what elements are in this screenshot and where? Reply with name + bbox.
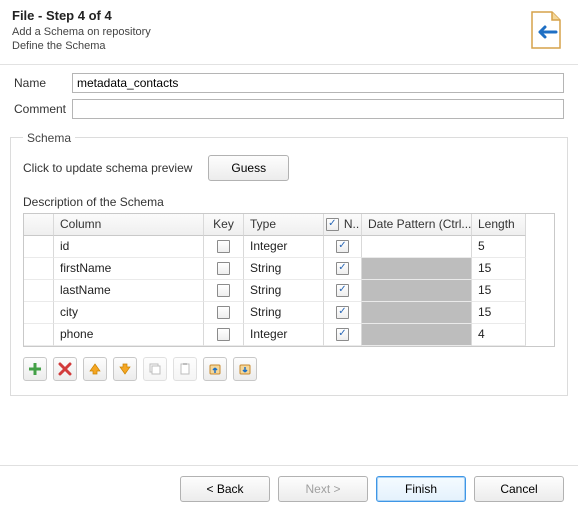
add-row-button[interactable] xyxy=(23,357,47,381)
table-cell[interactable] xyxy=(362,258,472,280)
finish-button[interactable]: Finish xyxy=(376,476,466,502)
table-cell[interactable]: String xyxy=(244,302,324,324)
table-cell[interactable]: lastName xyxy=(54,280,204,302)
cancel-button[interactable]: Cancel xyxy=(474,476,564,502)
comment-label: Comment xyxy=(14,102,72,116)
export-schema-button[interactable] xyxy=(233,357,257,381)
table-cell[interactable] xyxy=(204,302,244,324)
table-header[interactable]: Key xyxy=(204,214,244,236)
table-cell[interactable]: String xyxy=(244,258,324,280)
schema-legend: Schema xyxy=(23,131,75,145)
move-up-button[interactable] xyxy=(83,357,107,381)
paste-button[interactable] xyxy=(173,357,197,381)
table-cell[interactable]: String xyxy=(244,280,324,302)
back-button[interactable]: < Back xyxy=(180,476,270,502)
wizard-header: File - Step 4 of 4 Add a Schema on repos… xyxy=(0,0,578,64)
table-cell[interactable]: 5 xyxy=(472,236,526,258)
table-cell[interactable] xyxy=(204,258,244,280)
move-down-button[interactable] xyxy=(113,357,137,381)
table-cell[interactable] xyxy=(324,280,362,302)
table-cell[interactable] xyxy=(324,302,362,324)
table-cell[interactable]: Integer xyxy=(244,236,324,258)
schema-group: Schema Click to update schema preview Gu… xyxy=(10,131,568,396)
table-cell[interactable] xyxy=(362,236,472,258)
table-cell[interactable] xyxy=(324,258,362,280)
guess-button[interactable]: Guess xyxy=(208,155,289,181)
table-cell[interactable]: 15 xyxy=(472,258,526,280)
table-cell[interactable]: Integer xyxy=(244,324,324,346)
guess-row: Click to update schema preview Guess xyxy=(23,155,555,181)
comment-row: Comment xyxy=(14,99,564,119)
table-cell[interactable]: 15 xyxy=(472,280,526,302)
table-cell[interactable] xyxy=(362,302,472,324)
table-cell[interactable] xyxy=(24,280,54,302)
wizard-footer: < Back Next > Finish Cancel xyxy=(0,465,578,512)
guess-hint: Click to update schema preview xyxy=(23,161,192,175)
wizard-subtitle-1: Add a Schema on repository xyxy=(12,25,566,39)
table-header[interactable] xyxy=(24,214,54,236)
table-cell[interactable] xyxy=(362,280,472,302)
table-cell[interactable] xyxy=(362,324,472,346)
table-cell[interactable] xyxy=(324,324,362,346)
table-cell[interactable]: phone xyxy=(54,324,204,346)
table-cell[interactable] xyxy=(24,258,54,280)
comment-input[interactable] xyxy=(72,99,564,119)
table-cell[interactable]: city xyxy=(54,302,204,324)
wizard-window: File - Step 4 of 4 Add a Schema on repos… xyxy=(0,0,578,512)
table-cell[interactable] xyxy=(324,236,362,258)
import-schema-button[interactable] xyxy=(203,357,227,381)
name-input[interactable] xyxy=(72,73,564,93)
table-cell[interactable] xyxy=(24,324,54,346)
table-header[interactable]: Column xyxy=(54,214,204,236)
form-area: Name Comment xyxy=(0,65,578,129)
schema-table: ColumnKeyTypeN..Date Pattern (Ctrl...Len… xyxy=(23,213,555,347)
table-header[interactable]: Date Pattern (Ctrl... xyxy=(362,214,472,236)
table-header[interactable]: N.. xyxy=(324,214,362,236)
name-label: Name xyxy=(14,76,72,90)
table-header[interactable]: Length xyxy=(472,214,526,236)
table-cell[interactable]: 4 xyxy=(472,324,526,346)
file-import-icon xyxy=(528,10,564,50)
table-cell[interactable]: id xyxy=(54,236,204,258)
table-cell[interactable] xyxy=(204,324,244,346)
copy-button[interactable] xyxy=(143,357,167,381)
table-cell[interactable] xyxy=(24,302,54,324)
table-cell[interactable]: firstName xyxy=(54,258,204,280)
table-cell[interactable] xyxy=(24,236,54,258)
schema-toolbar xyxy=(23,357,555,381)
schema-desc-label: Description of the Schema xyxy=(23,195,555,209)
table-cell[interactable] xyxy=(204,236,244,258)
table-header[interactable]: Type xyxy=(244,214,324,236)
wizard-subtitle-2: Define the Schema xyxy=(12,39,566,53)
table-cell[interactable] xyxy=(204,280,244,302)
name-row: Name xyxy=(14,73,564,93)
table-cell[interactable]: 15 xyxy=(472,302,526,324)
next-button[interactable]: Next > xyxy=(278,476,368,502)
remove-row-button[interactable] xyxy=(53,357,77,381)
wizard-title: File - Step 4 of 4 xyxy=(12,8,566,23)
